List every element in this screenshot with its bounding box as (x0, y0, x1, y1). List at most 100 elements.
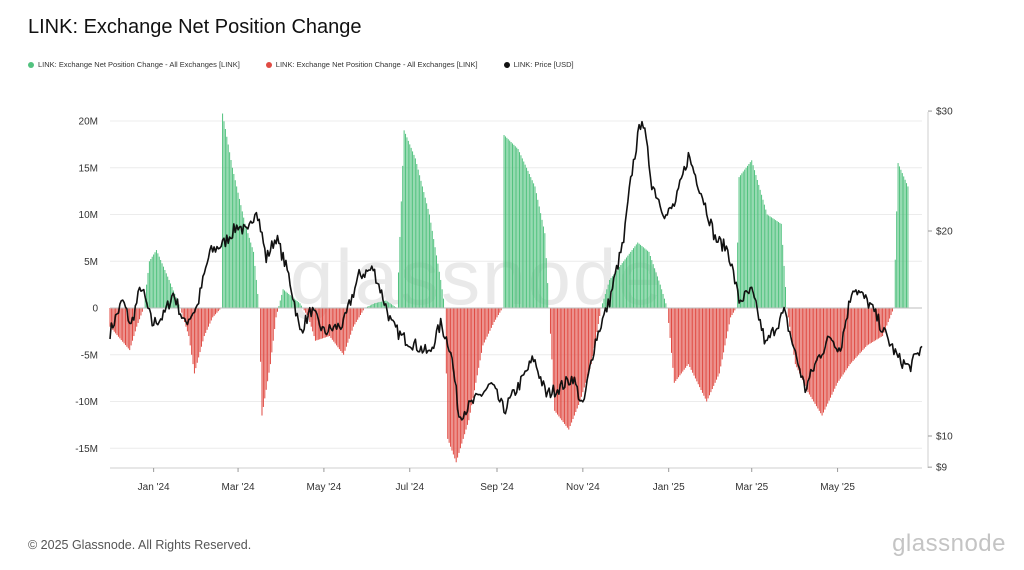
bar-positive (634, 246, 636, 308)
bar-positive (537, 199, 539, 308)
bar-negative (557, 308, 559, 415)
legend-item-positive[interactable]: LINK: Exchange Net Position Change - All… (28, 60, 240, 69)
bar-positive (769, 216, 771, 308)
bar-positive (625, 257, 627, 308)
bar-negative (676, 308, 678, 380)
bar-negative (732, 308, 734, 313)
bar-positive (250, 242, 252, 308)
bar-positive (410, 147, 412, 308)
bar-negative (561, 308, 563, 421)
bar-positive (531, 180, 533, 308)
bar-negative (887, 308, 889, 323)
bar-positive (770, 217, 772, 308)
legend-label-negative: LINK: Exchange Net Position Change - All… (275, 60, 478, 69)
bar-negative (120, 308, 122, 341)
bar-negative (478, 308, 480, 368)
bar-negative (866, 308, 868, 346)
bar-positive (157, 253, 159, 308)
bar-negative (721, 308, 723, 360)
bar-positive (527, 170, 529, 308)
bar-negative (825, 308, 827, 407)
bar-positive (511, 143, 513, 308)
bar-positive (904, 179, 906, 308)
bar-negative (490, 308, 492, 328)
bar-negative (693, 308, 695, 376)
bar-negative (711, 308, 713, 390)
bar-negative (590, 308, 592, 365)
bar-negative (824, 308, 826, 410)
bar-negative (793, 308, 795, 355)
bar-negative (873, 308, 875, 342)
bar-negative (886, 308, 888, 326)
bar-positive (741, 173, 743, 308)
bar-negative (324, 308, 326, 338)
bar-negative (264, 308, 266, 399)
bar-negative (870, 308, 872, 343)
bar-negative (697, 308, 699, 385)
bar-negative (333, 308, 335, 342)
bar-positive (247, 233, 249, 308)
bar-positive (257, 293, 259, 308)
bar-negative (191, 308, 193, 355)
bar-negative (875, 308, 877, 341)
bar-negative (830, 308, 832, 398)
bar-negative (351, 308, 353, 331)
bar-negative (341, 308, 343, 353)
bar-negative (464, 308, 466, 435)
bar-positive (772, 218, 774, 308)
bar-positive (628, 253, 630, 308)
bar-positive (430, 222, 432, 308)
bar-positive (379, 301, 381, 308)
bar-negative (112, 308, 114, 331)
bar-negative (323, 308, 325, 338)
bar-negative (558, 308, 560, 417)
bar-negative (576, 308, 578, 409)
bar-positive (236, 186, 238, 308)
bar-positive (773, 219, 775, 308)
bar-positive (604, 293, 606, 308)
bar-negative (554, 308, 556, 411)
bar-negative (849, 308, 851, 365)
bar-negative (566, 308, 568, 428)
legend-label-price: LINK: Price [USD] (513, 60, 574, 69)
bar-negative (597, 308, 599, 325)
bar-negative (452, 308, 454, 455)
bar-positive (376, 302, 378, 308)
bar-positive (402, 165, 404, 308)
legend-item-negative[interactable]: LINK: Exchange Net Position Change - All… (265, 60, 478, 69)
bar-positive (234, 180, 236, 308)
bar-negative (119, 308, 121, 339)
bar-negative (448, 308, 450, 443)
x-tick-label: Sep '24 (480, 482, 514, 493)
bar-positive (406, 137, 408, 308)
bar-negative (499, 308, 501, 313)
bar-positive (659, 284, 661, 308)
bar-positive (613, 274, 615, 308)
bar-negative (327, 308, 329, 337)
bar-negative (551, 308, 553, 360)
bar-negative (483, 308, 485, 343)
bar-negative (717, 308, 719, 377)
legend-item-price[interactable]: LINK: Price [USD] (503, 60, 574, 69)
bar-negative (696, 308, 698, 382)
bar-negative (877, 308, 879, 339)
bar-positive (635, 244, 637, 308)
bar-negative (734, 308, 736, 311)
bar-negative (599, 308, 601, 317)
bar-positive (783, 265, 785, 308)
bar-negative (848, 308, 850, 367)
bar-positive (281, 294, 283, 308)
bar-negative (331, 308, 333, 340)
bar-positive (631, 250, 633, 308)
bar-positive (602, 303, 604, 308)
bar-positive (748, 164, 750, 308)
bar-negative (792, 308, 794, 346)
bar-positive (230, 160, 232, 308)
bar-negative (789, 308, 791, 327)
bar-negative (329, 308, 331, 337)
bar-positive (516, 147, 518, 308)
bar-negative (718, 308, 720, 374)
legend-dot-positive (28, 61, 34, 68)
bar-positive (438, 271, 440, 308)
bar-positive (761, 194, 763, 308)
